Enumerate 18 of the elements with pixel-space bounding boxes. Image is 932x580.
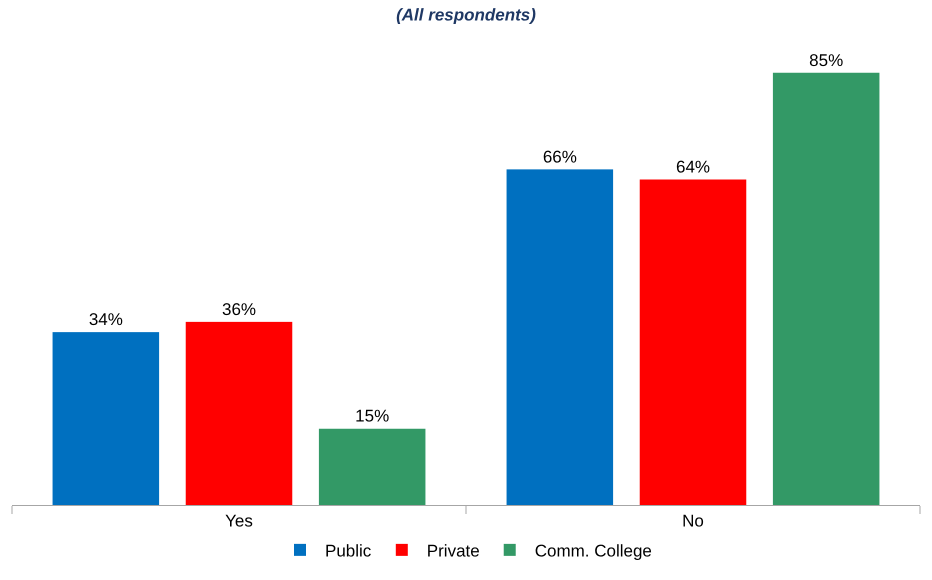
data-label: 64% bbox=[676, 158, 710, 177]
data-label: 85% bbox=[809, 50, 844, 70]
bar bbox=[640, 180, 746, 505]
bar bbox=[52, 332, 160, 505]
bar bbox=[318, 428, 426, 505]
x-tick-label: No bbox=[682, 511, 704, 530]
legend-label: Comm. College bbox=[534, 541, 652, 560]
data-label: 36% bbox=[222, 300, 256, 319]
data-label: 15% bbox=[355, 406, 390, 426]
data-label: 34% bbox=[88, 310, 123, 330]
data-label: 66% bbox=[542, 147, 577, 166]
legend-label: Public bbox=[325, 541, 372, 560]
bar bbox=[506, 169, 614, 505]
bar bbox=[772, 72, 880, 505]
chart-title: (All respondents) bbox=[396, 6, 536, 25]
x-tick-label: Yes bbox=[225, 511, 253, 530]
bar bbox=[186, 322, 292, 505]
legend-label: Private bbox=[426, 541, 480, 560]
